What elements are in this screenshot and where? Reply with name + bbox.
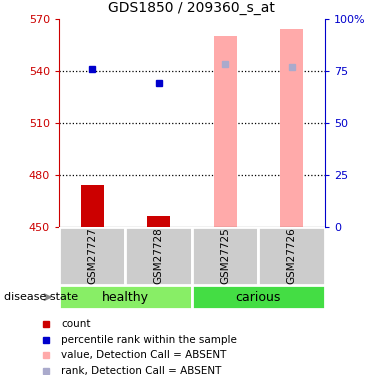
- Bar: [81, 185, 104, 227]
- Text: healthy: healthy: [102, 291, 149, 304]
- Text: GSM27727: GSM27727: [87, 228, 97, 284]
- Text: GSM27728: GSM27728: [154, 228, 164, 284]
- Text: rank, Detection Call = ABSENT: rank, Detection Call = ABSENT: [62, 366, 222, 375]
- Bar: [258, 227, 325, 285]
- Text: value, Detection Call = ABSENT: value, Detection Call = ABSENT: [62, 350, 227, 360]
- Text: count: count: [62, 319, 91, 329]
- Text: GSM27726: GSM27726: [287, 228, 297, 284]
- Text: carious: carious: [236, 291, 281, 304]
- Text: percentile rank within the sample: percentile rank within the sample: [62, 335, 237, 345]
- Text: GSM27725: GSM27725: [220, 228, 230, 284]
- Bar: [125, 227, 192, 285]
- Text: disease state: disease state: [4, 292, 78, 302]
- Bar: [192, 227, 258, 285]
- Bar: [192, 285, 325, 309]
- Bar: [280, 29, 303, 227]
- Title: GDS1850 / 209360_s_at: GDS1850 / 209360_s_at: [108, 1, 276, 15]
- Bar: [59, 227, 125, 285]
- Bar: [214, 36, 237, 227]
- Bar: [59, 285, 192, 309]
- Bar: [147, 216, 170, 227]
